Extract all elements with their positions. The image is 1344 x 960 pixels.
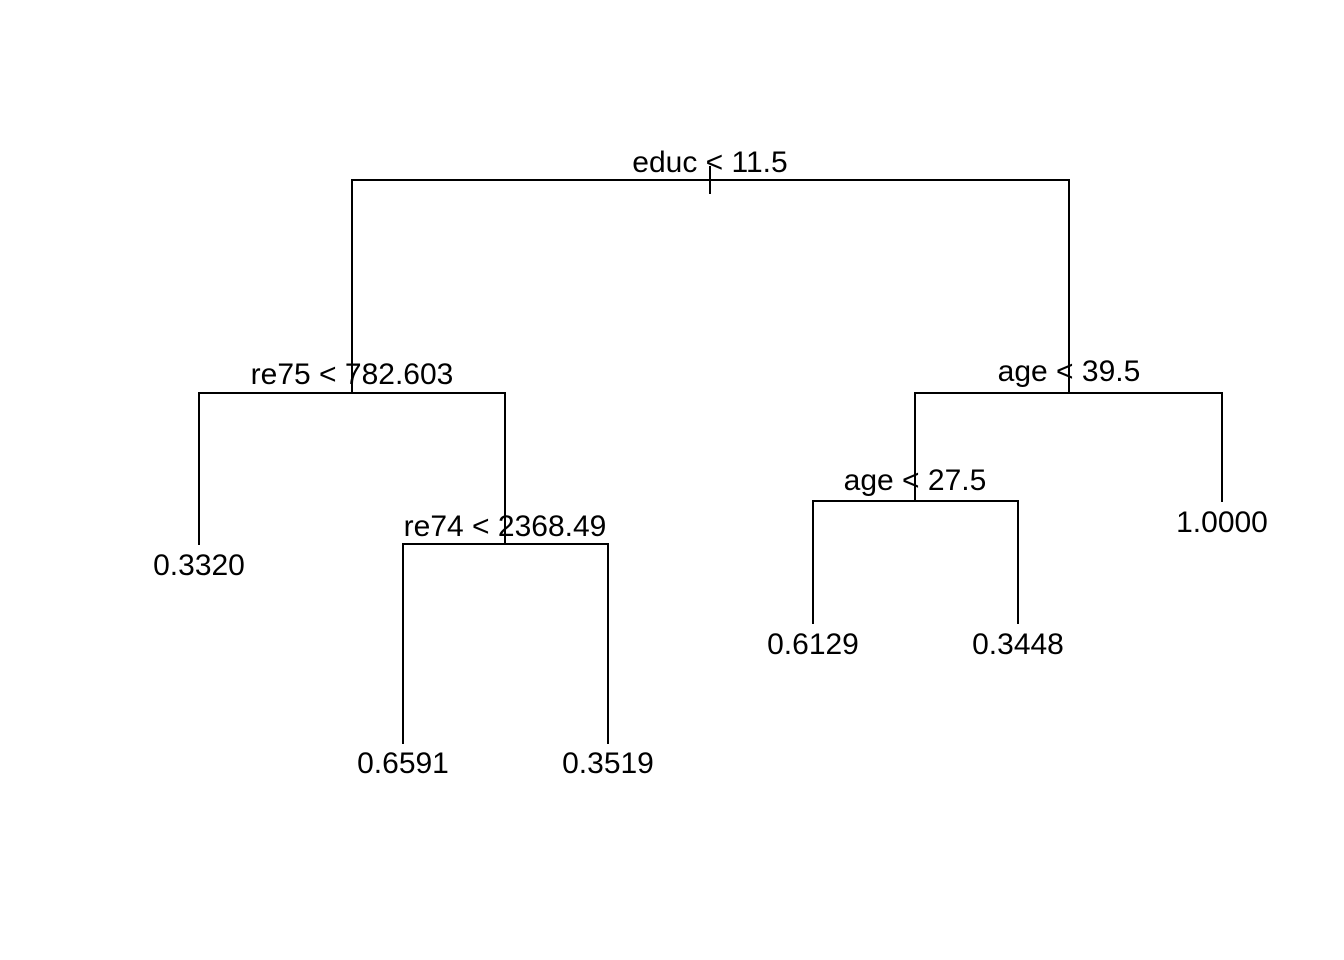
left-branch [198, 392, 506, 545]
split-node-right-left: age < 27.5 [812, 464, 1019, 624]
leaf-left-right-right: 0.3519 [562, 747, 654, 780]
root-branch [351, 179, 1070, 393]
right-branch [914, 392, 1223, 502]
right-split-label: age < 39.5 [998, 355, 1141, 388]
leaf-left-right-left: 0.6591 [357, 747, 449, 780]
split-node-right: age < 39.5 [914, 355, 1223, 502]
leaf-left-left: 0.3320 [153, 549, 245, 582]
split-node-left-right: re74 < 2368.49 [402, 510, 609, 744]
leaf-right-left-right: 0.3448 [972, 628, 1064, 661]
left-split-label: re75 < 782.603 [251, 358, 454, 391]
root-split-label: educ < 11.5 [632, 146, 787, 179]
right-left-split-label: age < 27.5 [844, 464, 987, 497]
left-right-split-label: re74 < 2368.49 [404, 510, 607, 543]
right-left-branch [812, 500, 1019, 624]
leaf-right-right: 1.0000 [1176, 506, 1268, 539]
left-right-branch [402, 543, 609, 744]
split-node-root: educ < 11.5 [351, 146, 1070, 393]
leaf-right-left-left: 0.6129 [767, 628, 859, 661]
split-node-left: re75 < 782.603 [198, 358, 506, 545]
